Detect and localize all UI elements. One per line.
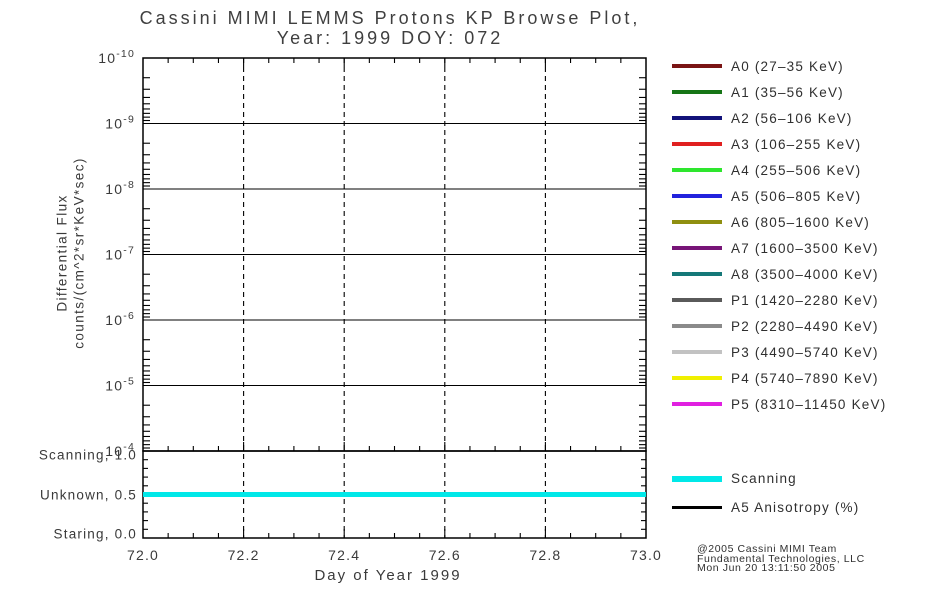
log-minor-ticks: [143, 77, 646, 449]
x-axis-label: Day of Year 1999: [314, 567, 462, 584]
y-tick-label: 10-5: [105, 376, 135, 394]
legend-label: Scanning: [731, 471, 797, 486]
plot-title-line2: Year: 1999 DOY: 072: [276, 28, 504, 48]
y-axis-label-line1: Differential Flux: [54, 194, 70, 312]
horizontal-gridlines: [143, 122, 646, 387]
x-tick-label: 72.6: [429, 547, 461, 563]
legend-color-line: [672, 350, 722, 354]
legend-label: A5 Anisotropy (%): [731, 500, 860, 515]
x-tick-labels: 72.0 72.2 72.4 72.6 72.8 73.0: [127, 547, 662, 563]
legend-item: A4 (255–506 KeV): [672, 157, 886, 183]
legend-label: A6 (805–1600 KeV): [731, 214, 870, 230]
legend-color-line: [672, 324, 722, 328]
legend-item: P4 (5740–7890 KeV): [672, 365, 886, 391]
y-axis-label-line2: counts/(cm^2*sr*KeV*sec): [71, 157, 87, 349]
legend-color-line: [672, 142, 722, 146]
mode-level-label: Unknown, 0.5: [40, 487, 137, 502]
vertical-gridlines: [243, 58, 546, 538]
legend-color-line: [672, 298, 722, 302]
mode-level-label: Staring, 0.0: [53, 526, 137, 542]
channel-legend: A0 (27–35 KeV) A1 (35–56 KeV) A2 (56–106 K…: [672, 53, 886, 417]
legend-color-line: [672, 168, 722, 172]
legend-label: A3 (106–255 KeV): [731, 136, 862, 152]
plot-title-line1: Cassini MIMI LEMMS Protons KP Browse Plo…: [139, 8, 641, 28]
legend-label: P1 (1420–2280 KeV): [731, 292, 879, 308]
x-tick-label: 72.8: [529, 547, 561, 563]
legend-label: A4 (255–506 KeV): [731, 162, 862, 178]
mode-legend-item: A5 Anisotropy (%): [672, 493, 859, 522]
legend-color-line: [672, 506, 722, 509]
x-tick-label: 72.4: [328, 547, 360, 563]
legend-label: P5 (8310–11450 KeV): [731, 396, 887, 412]
legend-color-line: [672, 272, 722, 276]
legend-color-line: [672, 116, 722, 120]
legend-item: A2 (56–106 KeV): [672, 105, 886, 131]
credit-line-2: Fundamental Technologies, LLC: [697, 552, 865, 565]
mode-legend: Scanning A5 Anisotropy (%): [672, 464, 859, 522]
y-tick-label: 10-7: [105, 245, 135, 263]
legend-item: A6 (805–1600 KeV): [672, 209, 886, 235]
legend-label: P2 (2280–4490 KeV): [731, 318, 879, 334]
credit-line-3: Mon Jun 20 13:11:50 2005: [697, 562, 836, 574]
y-tick-label: 10-10: [98, 48, 135, 66]
legend-color-line: [672, 90, 722, 94]
legend-item: A8 (3500–4000 KeV): [672, 261, 886, 287]
x-ticks: [167, 58, 622, 538]
legend-item: A5 (506–805 KeV): [672, 183, 886, 209]
x-tick-label: 73.0: [630, 547, 662, 563]
legend-label: A8 (3500–4000 KeV): [731, 266, 879, 282]
mode-legend-item: Scanning: [672, 464, 859, 493]
credit-block: @2005 Cassini MIMI Team Fundamental Tech…: [697, 543, 865, 574]
legend-color-line: [672, 64, 722, 68]
y-tick-label: 10-9: [105, 114, 135, 132]
y-tick-label: 10-6: [105, 310, 135, 328]
legend-color-line: [672, 246, 722, 250]
legend-label: A5 (506–805 KeV): [731, 188, 862, 204]
legend-item: P3 (4490–5740 KeV): [672, 339, 886, 365]
legend-label: P3 (4490–5740 KeV): [731, 344, 879, 360]
x-tick-label: 72.2: [228, 547, 260, 563]
legend-label: A2 (56–106 KeV): [731, 110, 853, 126]
mode-level-label: Scanning, 1.0: [38, 447, 137, 463]
legend-color-line: [672, 475, 722, 482]
legend-label: A0 (27–35 KeV): [731, 58, 844, 74]
credit-line-1: @2005 Cassini MIMI Team: [697, 543, 837, 555]
legend-color-line: [672, 376, 722, 380]
legend-item: P1 (1420–2280 KeV): [672, 287, 886, 313]
legend-label: P4 (5740–7890 KeV): [731, 370, 879, 386]
legend-item: A7 (1600–3500 KeV): [672, 235, 886, 261]
legend-item: P5 (8310–11450 KeV): [672, 391, 886, 417]
legend-item: A3 (106–255 KeV): [672, 131, 886, 157]
legend-item: A1 (35–56 KeV): [672, 79, 886, 105]
legend-color-line: [672, 194, 722, 198]
y-tick-label: 10-8: [105, 179, 135, 197]
legend-label: A1 (35–56 KeV): [731, 84, 844, 100]
legend-label: A7 (1600–3500 KeV): [731, 240, 879, 256]
legend-color-line: [672, 402, 722, 406]
legend-item: P2 (2280–4490 KeV): [672, 313, 886, 339]
x-tick-label: 72.0: [127, 547, 159, 563]
legend-item: A0 (27–35 KeV): [672, 53, 886, 79]
legend-color-line: [672, 220, 722, 224]
